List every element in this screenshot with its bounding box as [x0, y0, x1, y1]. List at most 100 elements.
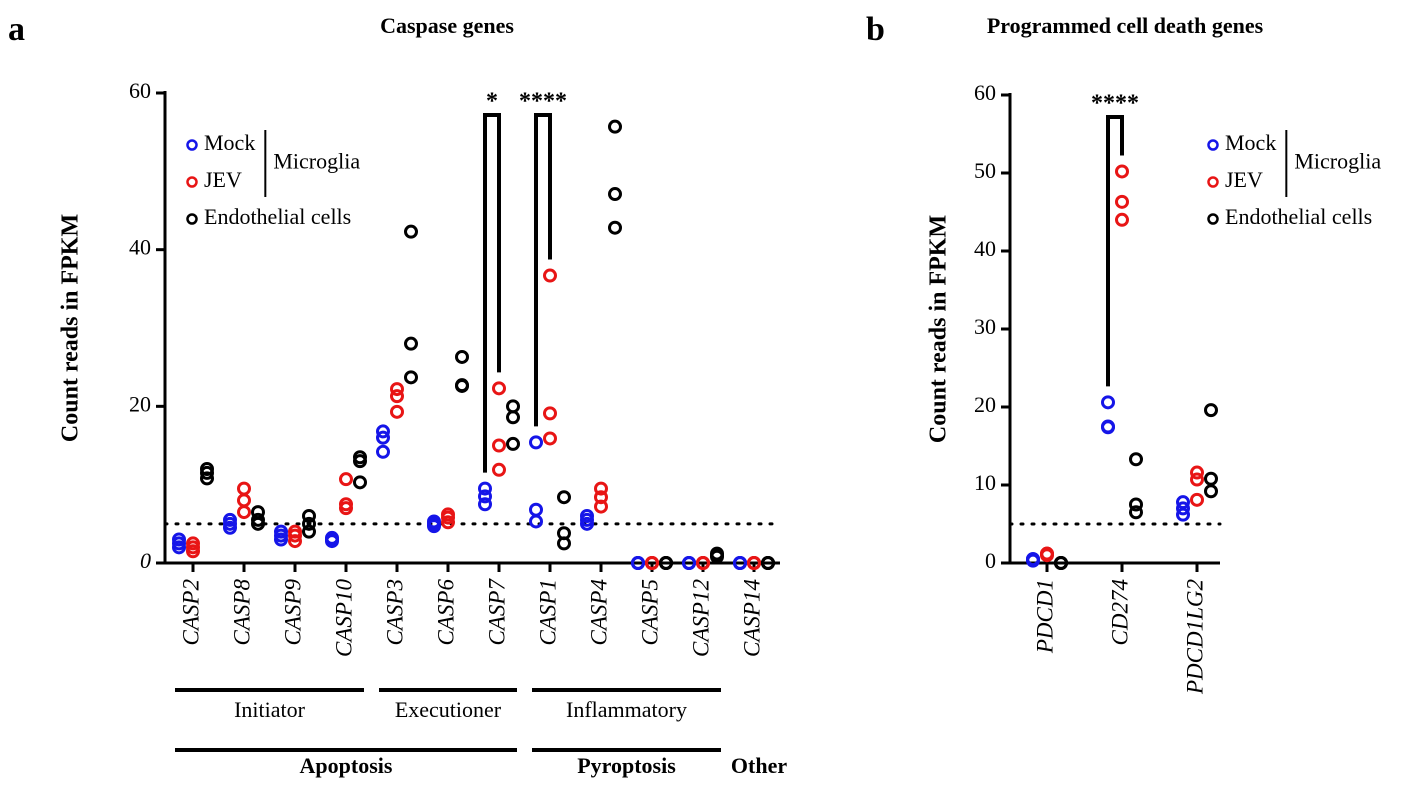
data-point	[682, 556, 696, 570]
data-point	[594, 481, 608, 496]
significance-bracket	[1106, 115, 1124, 387]
data-point	[594, 490, 608, 505]
group-label: Executioner	[395, 697, 502, 722]
legend-label: Endothelial cells	[1225, 204, 1372, 229]
significance-bracket	[483, 113, 501, 473]
data-point	[631, 556, 645, 570]
data-point	[441, 507, 455, 522]
data-point	[594, 499, 608, 514]
group-label: Initiator	[234, 697, 306, 722]
legend-group-label: Microglia	[273, 149, 360, 174]
x-tick-label: CD274	[1107, 579, 1132, 645]
significance-bracket	[534, 113, 552, 427]
chart-title: Programmed cell death genes	[987, 13, 1264, 38]
data-point	[506, 399, 520, 414]
legend-marker	[1207, 176, 1219, 188]
y-tick-label: 10	[974, 470, 996, 495]
data-point	[557, 526, 571, 541]
data-point	[478, 497, 492, 512]
legend-label: JEV	[204, 167, 242, 192]
data-point	[455, 378, 469, 393]
group-label: Other	[731, 753, 787, 778]
data-point	[353, 450, 367, 465]
data-point	[376, 444, 390, 459]
data-point	[237, 481, 251, 496]
data-point	[580, 509, 594, 523]
data-point	[274, 524, 288, 539]
legend-label: Endothelial cells	[204, 204, 351, 229]
data-point	[1204, 403, 1218, 418]
x-tick-label: CASP14	[739, 579, 764, 657]
data-point	[1101, 419, 1115, 434]
chart-title: Caspase genes	[380, 13, 514, 38]
data-point	[543, 431, 557, 446]
data-point	[251, 505, 265, 520]
y-tick-label: 0	[985, 548, 996, 573]
data-point	[557, 490, 571, 505]
legend-label: Mock	[1225, 130, 1276, 155]
data-point	[1026, 552, 1040, 567]
data-point	[1190, 472, 1204, 487]
data-point	[645, 556, 659, 570]
data-point	[1129, 452, 1143, 467]
significance-label: *	[486, 89, 498, 115]
y-axis-label: Count reads in FPKM	[58, 214, 84, 442]
data-point	[1176, 501, 1190, 516]
data-point	[376, 430, 390, 445]
data-point	[1115, 164, 1129, 179]
data-point	[492, 438, 506, 453]
data-point	[1115, 212, 1129, 227]
legend-group-label: Microglia	[1294, 149, 1381, 174]
data-point	[543, 406, 557, 421]
data-point	[288, 534, 302, 549]
data-point	[1176, 495, 1190, 510]
y-tick-label: 30	[974, 314, 996, 339]
data-point	[1040, 546, 1054, 561]
data-point	[441, 515, 455, 530]
data-point	[696, 556, 710, 570]
y-tick-label: 0	[140, 548, 151, 573]
data-point	[608, 220, 622, 235]
x-tick-label: CASP2	[178, 579, 203, 645]
x-tick-label: CASP9	[280, 579, 305, 646]
data-point	[200, 471, 214, 486]
data-point	[1054, 556, 1068, 570]
group-label: Inflammatory	[566, 697, 687, 722]
y-tick-label: 40	[974, 236, 996, 261]
data-point	[339, 472, 353, 487]
data-point	[1204, 471, 1218, 486]
significance-label: ****	[1091, 91, 1139, 117]
y-tick-label: 40	[129, 235, 151, 260]
data-point	[200, 462, 214, 476]
data-point	[186, 536, 200, 551]
legend-label: Mock	[204, 130, 255, 155]
x-tick-label: CASP8	[229, 579, 254, 646]
data-point	[237, 493, 251, 508]
data-point	[608, 119, 622, 134]
data-point	[404, 370, 418, 385]
data-point	[390, 404, 404, 419]
data-point	[529, 435, 543, 450]
data-point	[353, 475, 367, 490]
data-point	[747, 556, 761, 570]
data-point	[302, 509, 316, 523]
data-point	[506, 436, 520, 451]
x-tick-label: CASP7	[484, 578, 509, 646]
data-point	[529, 502, 543, 517]
x-tick-label: CASP12	[688, 579, 713, 657]
data-point	[478, 489, 492, 504]
data-point	[223, 512, 237, 527]
significance-label: ****	[519, 89, 567, 115]
data-point	[1101, 395, 1115, 410]
data-point	[492, 462, 506, 477]
legend-marker	[186, 176, 198, 188]
data-point	[376, 424, 390, 439]
data-point	[506, 410, 520, 425]
data-point	[1190, 492, 1204, 507]
y-tick-label: 60	[974, 80, 996, 105]
data-point	[390, 382, 404, 397]
y-axis-label: Count reads in FPKM	[926, 215, 952, 443]
x-tick-label: PDCD1LG2	[1182, 579, 1207, 695]
y-tick-label: 20	[974, 392, 996, 417]
